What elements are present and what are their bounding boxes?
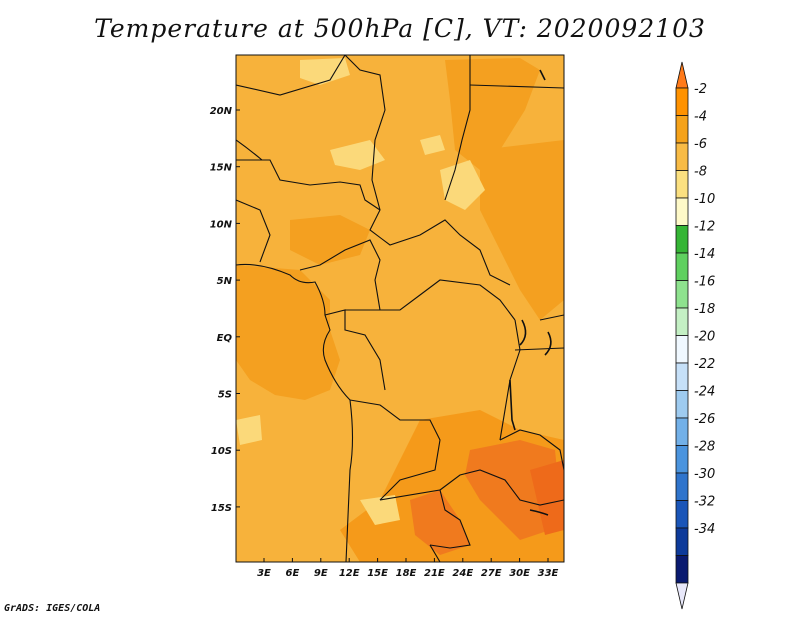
warm-region-east bbox=[480, 140, 564, 320]
cool-patch-west bbox=[236, 415, 262, 445]
colorbar-swatch bbox=[675, 87, 689, 116]
water-bodies bbox=[509, 69, 552, 516]
x-tick-label: 3E bbox=[257, 568, 271, 579]
x-tick-label: 33E bbox=[538, 568, 559, 579]
y-axis-ticks: 20N 15N 10N 5N EQ 5S 10S 15S bbox=[210, 106, 240, 514]
colorbar-swatch bbox=[675, 142, 689, 171]
y-tick-label: 15S bbox=[211, 503, 232, 514]
y-tick-label: 10S bbox=[211, 446, 232, 457]
colorbar-label: -16 bbox=[694, 275, 715, 290]
colorbar-swatch bbox=[675, 307, 689, 336]
temperature-field bbox=[236, 55, 564, 562]
colorbar-swatch bbox=[675, 115, 689, 144]
colorbar-label: -32 bbox=[694, 495, 715, 510]
colorbar-swatch bbox=[675, 390, 689, 419]
y-tick-label: 15N bbox=[210, 163, 233, 174]
y-tick-label: 10N bbox=[210, 219, 233, 230]
x-tick-label: 30E bbox=[509, 568, 530, 579]
map-frame bbox=[235, 54, 565, 563]
colorbar-swatch bbox=[675, 335, 689, 364]
colorbar-label: -8 bbox=[694, 165, 707, 180]
cool-patch-east1 bbox=[440, 160, 485, 210]
colorbar-label: -28 bbox=[694, 440, 715, 455]
x-tick-label: 6E bbox=[286, 568, 300, 579]
cool-patch-south bbox=[360, 495, 400, 525]
colorbar-swatch bbox=[675, 170, 689, 199]
cool-patch-sahel bbox=[330, 140, 385, 170]
colorbar-label: -12 bbox=[694, 220, 715, 235]
colorbar-swatch bbox=[675, 362, 689, 391]
colorbar-label: -6 bbox=[694, 137, 707, 152]
colorbar-label: -4 bbox=[694, 110, 707, 125]
hot-region-southwest bbox=[410, 490, 470, 555]
y-tick-label: EQ bbox=[217, 333, 233, 344]
x-axis-ticks: 3E 6E 9E 12E 15E 18E 21E 24E 27E 30E 33E bbox=[257, 558, 559, 579]
colorbar-label: -30 bbox=[694, 467, 715, 482]
colorbar-label: -26 bbox=[694, 412, 715, 427]
colorbar-label: -22 bbox=[694, 357, 715, 372]
cool-patch-north bbox=[300, 58, 350, 85]
colorbar-swatch bbox=[675, 417, 689, 446]
x-tick-label: 18E bbox=[396, 568, 417, 579]
colorbar-swatch bbox=[675, 555, 689, 584]
y-tick-label: 20N bbox=[210, 106, 233, 117]
x-tick-label: 21E bbox=[424, 568, 445, 579]
colorbar-swatch bbox=[675, 445, 689, 474]
colorbar-top-arrow bbox=[675, 61, 689, 89]
colorbar-label: -10 bbox=[694, 192, 715, 207]
colorbar-swatch bbox=[675, 500, 689, 529]
x-tick-label: 9E bbox=[314, 568, 328, 579]
colorbar-label: -34 bbox=[694, 522, 715, 537]
x-tick-label: 12E bbox=[339, 568, 360, 579]
x-tick-label: 24E bbox=[452, 568, 473, 579]
hot-region-east bbox=[530, 460, 564, 535]
colorbar-label: -14 bbox=[694, 247, 715, 262]
colorbar-swatch bbox=[675, 280, 689, 309]
colorbar-label: -18 bbox=[694, 302, 715, 317]
colorbar-swatch bbox=[675, 225, 689, 254]
colorbar-label: -20 bbox=[694, 330, 715, 345]
colorbar-label: -24 bbox=[694, 385, 715, 400]
cool-patch-east2 bbox=[420, 135, 445, 155]
x-tick-label: 15E bbox=[367, 568, 388, 579]
colorbar-bottom-arrow bbox=[675, 582, 689, 610]
colorbar: -2 -4 -6 -8 -10 -12 -14 -16 -18 -20 -22 -24 -26 -28 -3… bbox=[675, 61, 715, 610]
map-title: Temperature at 500hPa [C], VT: 202009210… bbox=[94, 14, 706, 43]
x-tick-label: 27E bbox=[481, 568, 502, 579]
warm-region-west bbox=[236, 265, 340, 400]
colorbar-swatch bbox=[675, 252, 689, 281]
colorbar-swatch bbox=[675, 472, 689, 501]
colorbar-swatch bbox=[675, 197, 689, 226]
colorbar-swatch bbox=[675, 527, 689, 556]
y-tick-label: 5N bbox=[217, 276, 233, 287]
colorbar-label: -2 bbox=[694, 82, 707, 97]
y-tick-label: 5S bbox=[218, 390, 232, 401]
grads-credit: GrADS: IGES/COLA bbox=[4, 603, 101, 614]
warm-region-central bbox=[290, 215, 370, 265]
country-borders bbox=[236, 55, 564, 562]
